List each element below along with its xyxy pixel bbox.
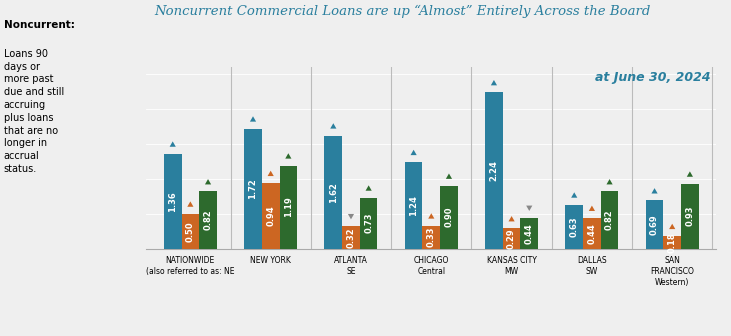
Polygon shape	[526, 206, 532, 211]
Text: ATLANTA
SE: ATLANTA SE	[334, 256, 368, 276]
Bar	[262, 183, 279, 249]
Text: Noncurrent:: Noncurrent:	[4, 20, 75, 30]
Polygon shape	[446, 173, 452, 179]
Bar	[663, 236, 681, 249]
Text: NEW YORK: NEW YORK	[250, 256, 291, 265]
Text: 1.62: 1.62	[329, 182, 338, 203]
Polygon shape	[571, 192, 577, 198]
Polygon shape	[330, 123, 336, 129]
Bar	[601, 192, 618, 249]
Text: 0.32: 0.32	[346, 227, 355, 248]
Bar	[645, 201, 663, 249]
Polygon shape	[250, 116, 256, 122]
Text: KANSAS CITY
MW: KANSAS CITY MW	[487, 256, 537, 276]
Text: Loans 90
days or
more past
due and still
accruing
plus loans
that are no
longer : Loans 90 days or more past due and still…	[4, 49, 64, 174]
Text: 0.90: 0.90	[444, 207, 453, 227]
Text: 0.44: 0.44	[525, 223, 534, 244]
Polygon shape	[491, 80, 497, 85]
Text: 0.94: 0.94	[266, 206, 275, 226]
Polygon shape	[607, 179, 613, 184]
Polygon shape	[348, 214, 354, 219]
Polygon shape	[428, 213, 434, 219]
Polygon shape	[687, 171, 693, 177]
Bar	[244, 129, 262, 249]
Bar	[583, 218, 601, 249]
Bar	[342, 226, 360, 249]
Polygon shape	[651, 188, 658, 194]
Bar	[164, 154, 181, 249]
Text: 0.29: 0.29	[507, 228, 516, 249]
Polygon shape	[268, 171, 274, 176]
Text: 0.69: 0.69	[650, 214, 659, 235]
Bar	[520, 218, 538, 249]
Bar	[360, 198, 377, 249]
Polygon shape	[187, 201, 194, 207]
Bar	[200, 192, 217, 249]
Text: 2.24: 2.24	[490, 160, 499, 181]
Text: 0.44: 0.44	[588, 223, 596, 244]
Text: CHICAGO
Central: CHICAGO Central	[414, 256, 449, 276]
Polygon shape	[509, 216, 515, 221]
Text: SAN
FRANCISCO
Western): SAN FRANCISCO Western)	[651, 256, 694, 287]
Bar	[485, 92, 503, 249]
Bar	[440, 186, 458, 249]
Text: 0.73: 0.73	[364, 213, 373, 234]
Bar	[325, 136, 342, 249]
Polygon shape	[205, 179, 211, 184]
Text: 0.82: 0.82	[203, 210, 213, 230]
Bar	[181, 214, 200, 249]
Polygon shape	[285, 153, 292, 159]
Text: 1.19: 1.19	[284, 197, 293, 217]
Text: 1.36: 1.36	[168, 191, 177, 212]
Polygon shape	[669, 224, 675, 229]
Bar	[405, 162, 423, 249]
Text: 0.18: 0.18	[667, 232, 677, 253]
Text: 1.72: 1.72	[249, 178, 257, 199]
Text: at June 30, 2024: at June 30, 2024	[595, 71, 711, 84]
Text: 0.63: 0.63	[569, 216, 579, 237]
Bar	[423, 225, 440, 249]
Text: 0.93: 0.93	[686, 206, 694, 226]
Text: Noncurrent Commercial Loans are up “Almost” Entirely Across the Board: Noncurrent Commercial Loans are up “Almo…	[154, 5, 651, 18]
Text: 0.50: 0.50	[186, 221, 195, 242]
Text: NATIONWIDE
(also referred to as: NE: NATIONWIDE (also referred to as: NE	[146, 256, 235, 276]
Polygon shape	[411, 150, 417, 155]
Polygon shape	[366, 185, 372, 191]
Bar	[681, 184, 699, 249]
Text: DALLAS
SW: DALLAS SW	[577, 256, 607, 276]
Polygon shape	[588, 206, 595, 211]
Text: 1.24: 1.24	[409, 195, 418, 216]
Bar	[279, 166, 298, 249]
Text: 0.82: 0.82	[605, 210, 614, 230]
Text: 0.33: 0.33	[427, 227, 436, 247]
Polygon shape	[170, 141, 175, 147]
Bar	[503, 228, 520, 249]
Bar	[565, 205, 583, 249]
